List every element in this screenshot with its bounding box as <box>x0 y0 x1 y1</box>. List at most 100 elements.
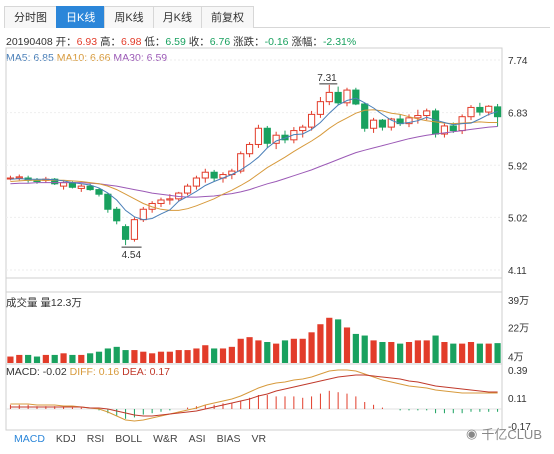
volume-bar <box>326 317 333 363</box>
indicator-tab-rsi[interactable]: RSI <box>86 433 105 445</box>
volume-bar <box>42 354 49 363</box>
tab-forward-adjust[interactable]: 前复权 <box>201 6 255 28</box>
close-value: 6.76 <box>209 36 231 48</box>
volume-bar <box>361 335 368 363</box>
volume-bar <box>95 351 103 363</box>
wechat-icon: ◉ <box>465 425 478 441</box>
period-tabs: 分时图 日K线 周K线 月K线 前复权 <box>4 6 550 28</box>
volume-bar <box>237 338 244 363</box>
volume-bar <box>219 348 227 363</box>
ma10-line <box>10 109 498 211</box>
price-axis-label: 5.92 <box>508 161 528 172</box>
dea-line <box>10 374 498 417</box>
volume-bar <box>459 343 466 363</box>
volume-bar <box>246 337 253 363</box>
indicator-tab-wr[interactable]: W&R <box>153 433 178 445</box>
candle-body <box>361 103 369 129</box>
candle-body <box>414 115 422 119</box>
change-label: 涨跌： <box>233 36 265 48</box>
macd-value: MACD: -0.02 <box>6 366 67 378</box>
volume-bar <box>317 324 324 363</box>
indicator-tab-bias[interactable]: BIAS <box>216 433 241 445</box>
volume-bar <box>370 340 377 363</box>
candle-body <box>369 119 378 129</box>
candle-body <box>210 171 218 179</box>
indicator-tab-kdj[interactable]: KDJ <box>55 433 76 445</box>
candle-body <box>192 177 201 187</box>
indicator-tab-boll[interactable]: BOLL <box>115 433 143 445</box>
indicator-tab-asi[interactable]: ASI <box>188 433 206 445</box>
volume-bar <box>299 338 306 363</box>
volume-bar <box>264 342 271 363</box>
indicator-tab-vr[interactable]: VR <box>251 433 267 445</box>
price-axis-label: 5.02 <box>508 213 528 224</box>
high-annotation: 7.31 <box>317 73 337 84</box>
candle-body <box>104 193 112 210</box>
volume-axis-label: 4万 <box>508 353 524 364</box>
candle-body <box>59 182 68 187</box>
volume-bar <box>104 348 111 363</box>
candle-body <box>77 185 85 189</box>
indicator-tab-macd[interactable]: MACD <box>14 433 45 445</box>
volume-bar <box>379 342 386 363</box>
volume-bar <box>432 335 439 363</box>
ma-legend: MA5: 6.85 MA10: 6.66 MA30: 6.59 <box>6 52 167 64</box>
volume-bar <box>211 348 218 363</box>
dif-value: DIFF: 0.16 <box>69 366 120 378</box>
volume-bar <box>450 343 457 363</box>
volume-bar <box>335 319 342 363</box>
candle-body <box>485 105 493 113</box>
volume-bar <box>16 354 23 363</box>
watermark-text: 千亿CLUB <box>481 427 542 442</box>
volume-bar <box>175 350 182 363</box>
candle-body <box>405 117 413 125</box>
volume-bar <box>388 342 395 363</box>
ma10-value: MA10: 6.66 <box>56 52 111 64</box>
candle-body <box>467 106 475 118</box>
candle-body <box>86 185 94 191</box>
price-axis-label: 6.83 <box>508 109 528 120</box>
volume-bar <box>202 345 209 363</box>
ma5-line <box>10 97 498 221</box>
quote-date: 20190408 <box>6 36 53 48</box>
candle-body <box>15 176 23 179</box>
ma30-value: MA30: 6.59 <box>113 52 168 64</box>
low-annotation: 4.54 <box>122 250 142 261</box>
candle-body <box>139 208 147 221</box>
price-axis-label: 7.74 <box>508 56 528 67</box>
high-value: 6.98 <box>121 36 142 48</box>
volume-bar <box>184 350 191 363</box>
watermark: ◉ 千亿CLUB <box>466 424 542 443</box>
dea-value: DEA: 0.17 <box>122 366 171 378</box>
low-label: 低： <box>144 36 166 48</box>
volume-bar <box>157 351 165 363</box>
candle-body <box>254 127 263 145</box>
candle-body <box>316 101 325 115</box>
macd-legend: MACD: -0.02 DIFF: 0.16 DEA: 0.17 <box>6 366 170 378</box>
candle-body <box>245 143 254 155</box>
candle-body <box>272 134 280 144</box>
candle-body <box>334 91 342 104</box>
tab-intraday[interactable]: 分时图 <box>4 6 57 28</box>
volume-bar <box>290 338 297 363</box>
candle-body <box>378 119 387 128</box>
candle-body <box>237 153 245 172</box>
tab-monthly-k[interactable]: 月K线 <box>152 6 203 28</box>
volume-bar <box>423 340 430 363</box>
macd-axis-label: -0.17 <box>508 422 531 433</box>
volume-label: 成交量 量12.3万 <box>6 297 82 309</box>
tab-daily-k[interactable]: 日K线 <box>56 6 106 28</box>
volume-bar <box>228 346 235 363</box>
candle-body <box>423 110 431 117</box>
chart-frame <box>5 47 503 431</box>
volume-bar <box>69 354 76 363</box>
volume-bar <box>255 340 262 363</box>
close-label: 收： <box>188 36 210 48</box>
volume-bar <box>308 332 315 363</box>
price-axis-label: 4.11 <box>508 266 527 277</box>
volume-bar <box>60 353 67 363</box>
volume-bar <box>343 327 351 363</box>
ohlc-info: 20190408 开：6.93 高：6.98 低：6.59 收：6.76 涨跌：… <box>6 34 356 49</box>
candle-body <box>113 208 121 222</box>
